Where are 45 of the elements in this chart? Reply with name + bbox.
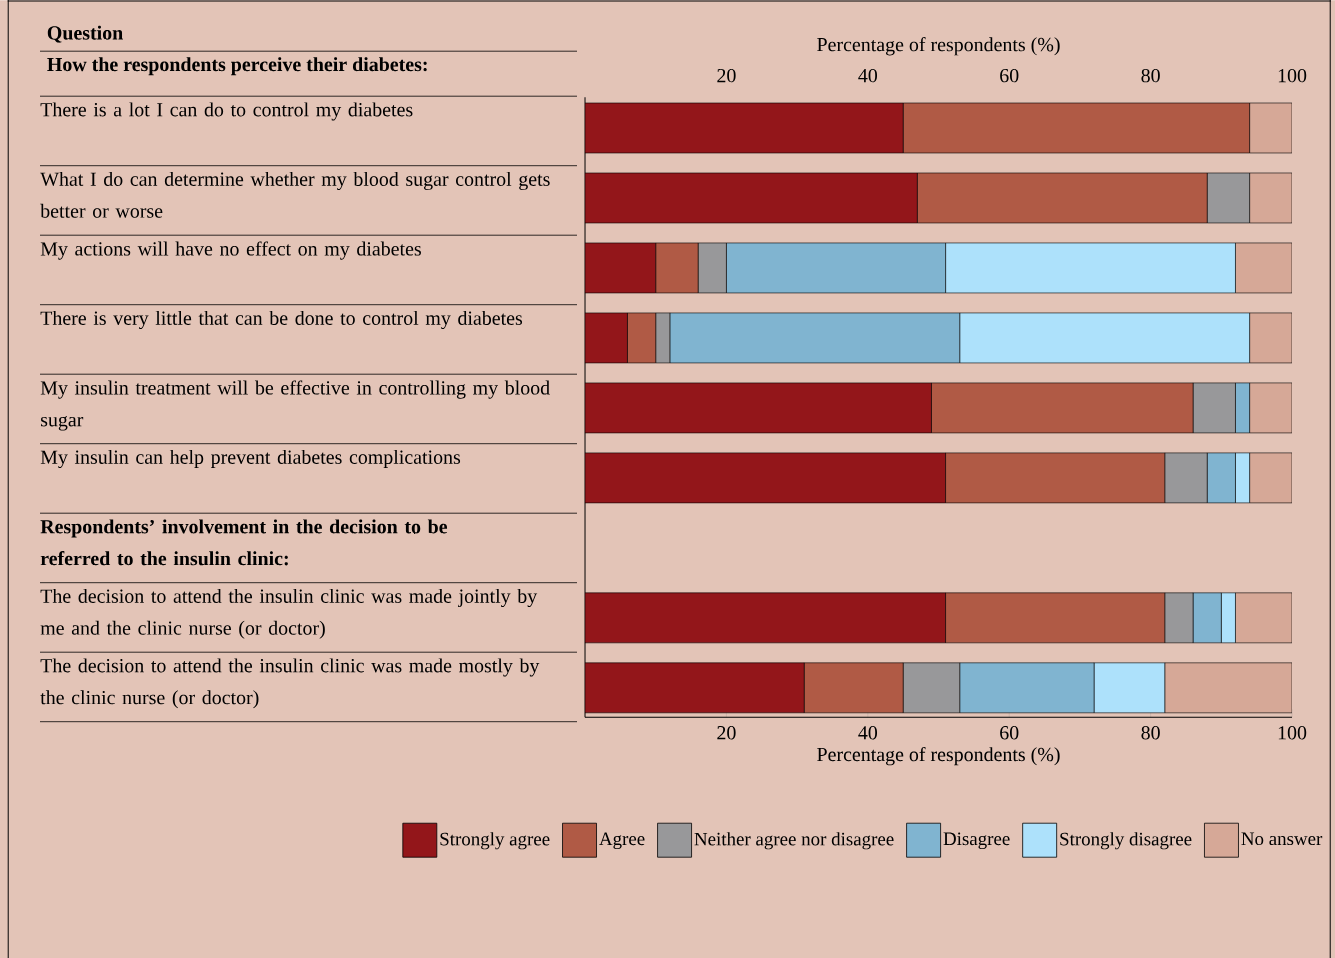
x2-tick-label: 60 bbox=[1000, 68, 1019, 83]
legend-label: Strongly disagree bbox=[1060, 832, 1192, 850]
legend-label: Agree bbox=[599, 832, 645, 849]
x-tick-label: 20 bbox=[717, 725, 736, 740]
y-tick-label: There is very little that can be done to control my diabetes bbox=[40, 310, 523, 329]
bar bbox=[1249, 312, 1293, 364]
text: How the respondents perceive their diabetes: bbox=[47, 57, 427, 76]
bar bbox=[585, 452, 946, 504]
bar bbox=[1249, 382, 1293, 434]
bar bbox=[1235, 242, 1293, 294]
y-tick-label: My insulin can help prevent diabetes complications bbox=[40, 449, 461, 468]
y-tick-label: The decision to attend the insulin clinic was made jointly by me and the clinic nurse (or doctor) bbox=[40, 588, 538, 639]
y-tick-label: There is a lot I can do to control my diabetes bbox=[40, 102, 413, 121]
x-tick-label: 60 bbox=[1000, 725, 1019, 740]
x2-tick-label: 20 bbox=[717, 68, 736, 83]
text: Respondents’ involvement in the decision to be referred to the insulin clinic: bbox=[40, 519, 448, 566]
x2-tick-label: 100 bbox=[1278, 68, 1307, 83]
bar bbox=[1249, 172, 1293, 224]
bar bbox=[585, 662, 805, 714]
bar bbox=[585, 382, 932, 434]
bar bbox=[1249, 452, 1293, 504]
legend-label: Strongly agree bbox=[440, 832, 550, 850]
legend-label: Disagree bbox=[943, 832, 1010, 849]
x-axis-title: Percentage of respondents (%) bbox=[817, 746, 1060, 766]
bar bbox=[1249, 102, 1293, 154]
x-tick-label: 40 bbox=[858, 725, 878, 740]
text: Question bbox=[47, 25, 123, 43]
bar bbox=[1235, 592, 1293, 644]
bar bbox=[585, 592, 946, 644]
bar bbox=[585, 242, 657, 294]
bar bbox=[585, 312, 628, 364]
x2-tick-label: 80 bbox=[1141, 68, 1160, 83]
x2-axis-title: Percentage of respondents (%) bbox=[817, 36, 1060, 56]
x-tick-label: 100 bbox=[1278, 725, 1307, 740]
y-tick-label: What I do can determine whether my blood sugar control gets better or worse bbox=[40, 171, 550, 218]
legend-label: No answer bbox=[1241, 832, 1323, 846]
y-tick-label: My insulin treatment will be effective in controlling my blood sugar bbox=[40, 380, 550, 431]
x-tick-label: 80 bbox=[1141, 725, 1160, 740]
bar bbox=[585, 172, 918, 224]
y-tick-label: My actions will have no effect on my diabetes bbox=[40, 241, 421, 260]
legend-label: Neither agree nor disagree bbox=[694, 832, 894, 850]
y-tick-label: The decision to attend the insulin clinic was made mostly by the clinic nurse (or doctor) bbox=[40, 658, 540, 709]
bar bbox=[585, 102, 904, 154]
x2-tick-label: 40 bbox=[858, 68, 878, 83]
bar bbox=[1164, 662, 1293, 714]
